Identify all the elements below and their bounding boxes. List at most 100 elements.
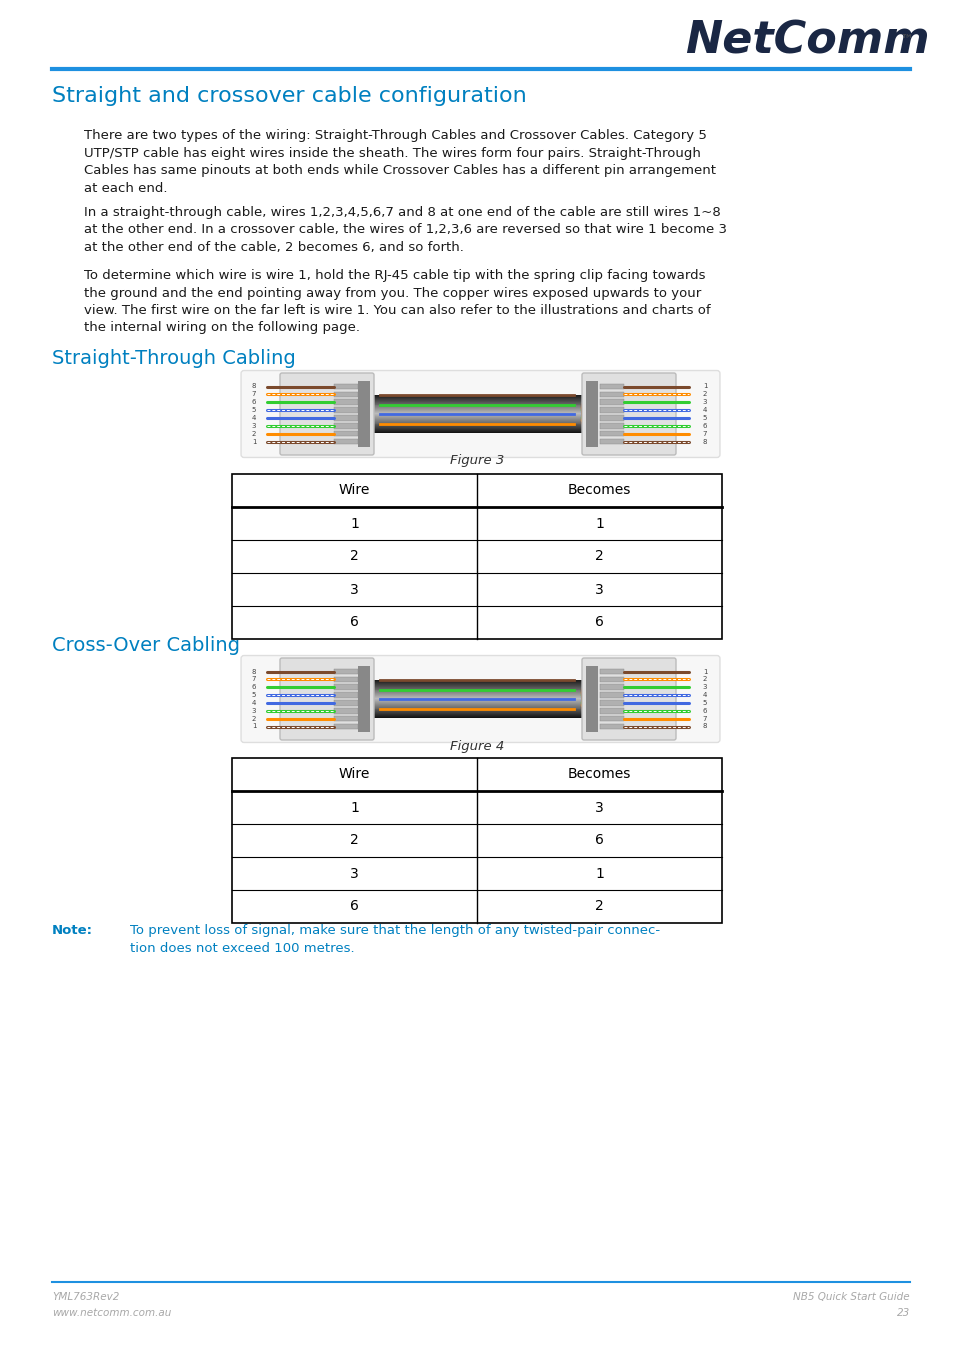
Bar: [599, 677, 623, 682]
Text: 2: 2: [702, 677, 706, 682]
Bar: [357, 666, 370, 733]
FancyBboxPatch shape: [241, 371, 720, 458]
Bar: [334, 439, 357, 444]
Text: 6: 6: [350, 616, 358, 630]
Bar: [232, 474, 721, 639]
Text: 4: 4: [252, 700, 256, 705]
FancyBboxPatch shape: [581, 372, 676, 455]
Text: Straight and crossover cable configuration: Straight and crossover cable configurati…: [52, 87, 526, 106]
Text: 6: 6: [702, 422, 706, 429]
Bar: [334, 399, 357, 405]
Bar: [334, 669, 357, 674]
Text: 2: 2: [702, 391, 706, 397]
Text: 1: 1: [252, 439, 256, 444]
Text: 8: 8: [702, 439, 706, 444]
Text: 2: 2: [595, 899, 603, 914]
Text: 3: 3: [252, 422, 256, 429]
Text: 2: 2: [350, 834, 358, 848]
Text: 5: 5: [702, 414, 706, 421]
Text: 7: 7: [702, 431, 706, 436]
Text: 6: 6: [595, 834, 603, 848]
Bar: [599, 383, 623, 389]
Text: Cross-Over Cabling: Cross-Over Cabling: [52, 636, 240, 655]
Text: 1: 1: [595, 867, 603, 880]
Text: 1: 1: [595, 516, 603, 531]
Bar: [232, 758, 721, 923]
Text: 4: 4: [702, 408, 706, 413]
Text: Note:: Note:: [52, 923, 92, 937]
Text: 8: 8: [702, 723, 706, 730]
Text: 1: 1: [702, 669, 706, 674]
Text: 2: 2: [252, 716, 256, 722]
Text: 23: 23: [896, 1308, 909, 1317]
Bar: [334, 716, 357, 722]
Bar: [334, 422, 357, 428]
Bar: [599, 692, 623, 697]
Text: 4: 4: [252, 414, 256, 421]
Text: 6: 6: [702, 708, 706, 714]
Text: NetComm: NetComm: [684, 19, 928, 62]
Bar: [334, 692, 357, 697]
Bar: [599, 439, 623, 444]
Bar: [585, 666, 598, 733]
Text: Straight-Through Cabling: Straight-Through Cabling: [52, 349, 295, 368]
FancyBboxPatch shape: [280, 372, 374, 455]
Text: Becomes: Becomes: [567, 483, 631, 497]
Text: 6: 6: [595, 616, 603, 630]
Text: 3: 3: [595, 800, 603, 815]
Text: Wire: Wire: [338, 483, 370, 497]
Text: 3: 3: [702, 399, 706, 405]
Bar: [599, 685, 623, 691]
Bar: [599, 422, 623, 428]
Text: To determine which wire is wire 1, hold the RJ-45 cable tip with the spring clip: To determine which wire is wire 1, hold …: [84, 269, 710, 334]
Text: 7: 7: [702, 716, 706, 722]
Text: Figure 4: Figure 4: [450, 741, 503, 753]
Text: 7: 7: [252, 677, 256, 682]
Bar: [334, 416, 357, 421]
Text: To prevent loss of signal, make sure that the length of any twisted-pair connec-: To prevent loss of signal, make sure tha…: [130, 923, 659, 956]
Bar: [334, 724, 357, 730]
Bar: [599, 724, 623, 730]
Bar: [334, 391, 357, 397]
Bar: [334, 677, 357, 682]
Text: 6: 6: [252, 684, 256, 691]
Bar: [599, 408, 623, 413]
Text: 3: 3: [350, 582, 358, 597]
Bar: [585, 380, 598, 447]
Text: Becomes: Becomes: [567, 768, 631, 781]
Bar: [599, 708, 623, 714]
FancyBboxPatch shape: [280, 658, 374, 741]
Text: 2: 2: [595, 550, 603, 563]
Text: 1: 1: [252, 723, 256, 730]
Bar: [334, 685, 357, 691]
Bar: [334, 700, 357, 705]
Bar: [599, 669, 623, 674]
Text: 7: 7: [252, 391, 256, 397]
Bar: [357, 380, 370, 447]
Bar: [334, 383, 357, 389]
Text: 2: 2: [252, 431, 256, 436]
Text: 3: 3: [595, 582, 603, 597]
Text: YML763Rev2: YML763Rev2: [52, 1292, 119, 1303]
Bar: [599, 716, 623, 722]
FancyBboxPatch shape: [241, 655, 720, 742]
Bar: [599, 700, 623, 705]
Text: 5: 5: [252, 692, 256, 699]
Text: 1: 1: [350, 800, 358, 815]
Text: In a straight-through cable, wires 1,2,3,4,5,6,7 and 8 at one end of the cable a: In a straight-through cable, wires 1,2,3…: [84, 206, 726, 255]
Text: There are two types of the wiring: Straight-Through Cables and Crossover Cables.: There are two types of the wiring: Strai…: [84, 129, 716, 195]
FancyBboxPatch shape: [581, 658, 676, 741]
Text: 3: 3: [350, 867, 358, 880]
Text: 3: 3: [702, 684, 706, 691]
Bar: [599, 399, 623, 405]
Text: Wire: Wire: [338, 768, 370, 781]
Text: 5: 5: [702, 700, 706, 705]
Text: 8: 8: [252, 669, 256, 674]
Bar: [599, 391, 623, 397]
Text: 5: 5: [252, 408, 256, 413]
Text: 4: 4: [702, 692, 706, 699]
Text: NB5 Quick Start Guide: NB5 Quick Start Guide: [793, 1292, 909, 1303]
Bar: [599, 431, 623, 436]
Text: 1: 1: [702, 383, 706, 390]
Text: 3: 3: [252, 708, 256, 714]
